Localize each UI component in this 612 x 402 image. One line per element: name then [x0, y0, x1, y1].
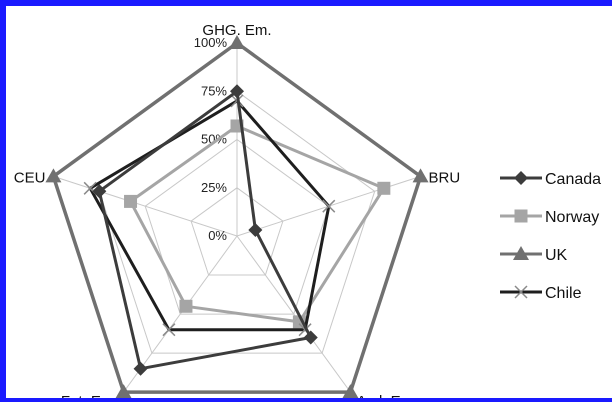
legend-label-norway: Norway [545, 209, 599, 226]
point-chile-bru [322, 199, 336, 213]
spoke-ceu [53, 175, 238, 237]
series-line-chile [88, 99, 331, 332]
series-norway [124, 119, 391, 329]
point-chile-fut-em [162, 323, 176, 337]
legend-label-canada: Canada [545, 171, 601, 188]
tick-label-100: 100% [194, 35, 228, 50]
spoke-acd-em [236, 235, 351, 393]
legend: Canada Norway UK Chile [500, 171, 601, 302]
point-uk-ghg-em [229, 35, 245, 49]
tick-label-50: 50% [201, 132, 227, 147]
series-line-uk [51, 41, 423, 394]
point-norway-ceu [124, 194, 138, 208]
axis-label-acd-em: Acd. Em. [356, 393, 417, 402]
tick-label-75: 75% [201, 83, 227, 98]
series-canada [92, 84, 318, 376]
point-norway-bru [377, 181, 391, 195]
axis-label-ghg-em: GHG. Em. [202, 22, 271, 39]
point-uk-ceu [45, 168, 62, 183]
point-uk-bru [412, 168, 429, 183]
legend-label-uk: UK [545, 247, 568, 264]
legend-item-canada: Canada [500, 171, 601, 188]
point-uk-acd-em [342, 384, 359, 399]
axis-label-bru: BRU [429, 169, 461, 186]
series-line-norway [129, 124, 386, 324]
legend-marker-uk [513, 246, 529, 260]
legend-label-chile: Chile [545, 285, 582, 302]
axis-label-fut-em: Fut. Em. [61, 393, 118, 402]
series-line-canada [97, 89, 313, 371]
point-norway-fut-em [179, 299, 193, 313]
legend-marker-norway [514, 209, 528, 223]
point-canada-ghg-em [230, 84, 244, 99]
point-uk-fut-em [115, 384, 132, 399]
point-canada-ceu [92, 184, 107, 199]
axis-label-ceu: CEU [14, 169, 46, 186]
legend-marker-canada [514, 171, 528, 185]
legend-item-uk: UK [500, 246, 568, 264]
point-canada-acd-em [303, 330, 318, 345]
series-uk [45, 35, 429, 399]
legend-item-chile: Chile [500, 285, 582, 302]
tick-label-0: 0% [208, 228, 227, 243]
point-canada-fut-em [133, 361, 148, 376]
legend-marker-chile [514, 285, 528, 299]
point-canada-bru [248, 223, 263, 238]
grid-ring-25 [190, 187, 284, 276]
legend-item-norway: Norway [500, 209, 599, 226]
tick-label-25: 25% [201, 180, 227, 195]
